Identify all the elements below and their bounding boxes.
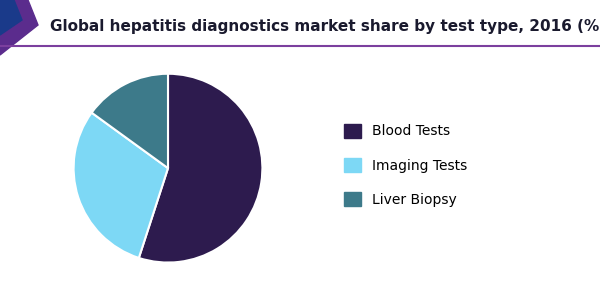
Legend: Blood Tests, Imaging Tests, Liver Biopsy: Blood Tests, Imaging Tests, Liver Biopsy [344, 124, 467, 207]
Wedge shape [74, 113, 168, 258]
Wedge shape [139, 74, 262, 263]
Polygon shape [0, 0, 22, 35]
Polygon shape [0, 0, 38, 55]
Text: Global hepatitis diagnostics market share by test type, 2016 (%): Global hepatitis diagnostics market shar… [50, 19, 600, 35]
Wedge shape [92, 74, 168, 168]
